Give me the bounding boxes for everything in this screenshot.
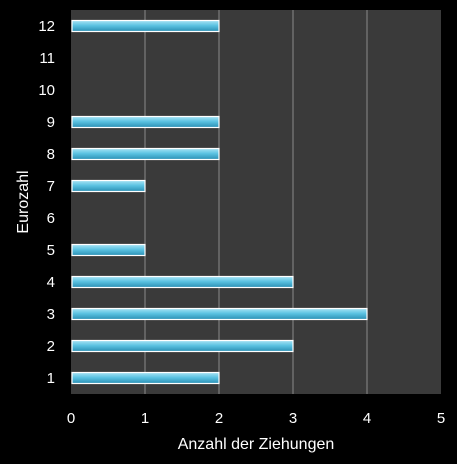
bars <box>71 19 368 385</box>
y-tick-label-4: 4 <box>47 274 55 291</box>
bar-eurozahl-4 <box>71 275 294 289</box>
x-tick-label-1: 1 <box>141 410 149 427</box>
gridlines <box>144 10 368 394</box>
y-tick-label-8: 8 <box>47 146 55 163</box>
x-tick-label-2: 2 <box>215 410 223 427</box>
y-tick-label-1: 1 <box>47 370 55 387</box>
x-axis-title: Anzahl der Ziehungen <box>178 436 335 453</box>
plot-area <box>71 10 441 394</box>
y-tick-label-2: 2 <box>47 338 55 355</box>
bar-eurozahl-2 <box>71 339 294 353</box>
x-tick-label-5: 5 <box>437 410 445 427</box>
bar-eurozahl-8 <box>71 147 220 161</box>
bar-eurozahl-1 <box>71 371 220 385</box>
y-tick-label-9: 9 <box>47 114 55 131</box>
bar-eurozahl-12 <box>71 19 220 33</box>
x-tick-label-3: 3 <box>289 410 297 427</box>
y-tick-label-3: 3 <box>47 306 55 323</box>
bar-eurozahl-5 <box>71 243 146 257</box>
y-tick-label-6: 6 <box>47 210 55 227</box>
y-tick-label-10: 10 <box>38 82 55 99</box>
bar-eurozahl-9 <box>71 115 220 129</box>
y-tick-label-5: 5 <box>47 242 55 259</box>
y-tick-label-12: 12 <box>38 18 55 35</box>
y-axis-title: Eurozahl <box>15 170 32 233</box>
bar-eurozahl-7 <box>71 179 146 193</box>
x-tick-labels: 0 1 2 3 4 5 <box>67 410 445 427</box>
bar-eurozahl-3 <box>71 307 368 321</box>
y-tick-label-7: 7 <box>47 178 55 195</box>
x-tick-label-0: 0 <box>67 410 75 427</box>
y-tick-label-11: 11 <box>39 50 55 67</box>
x-tick-label-4: 4 <box>363 410 371 427</box>
